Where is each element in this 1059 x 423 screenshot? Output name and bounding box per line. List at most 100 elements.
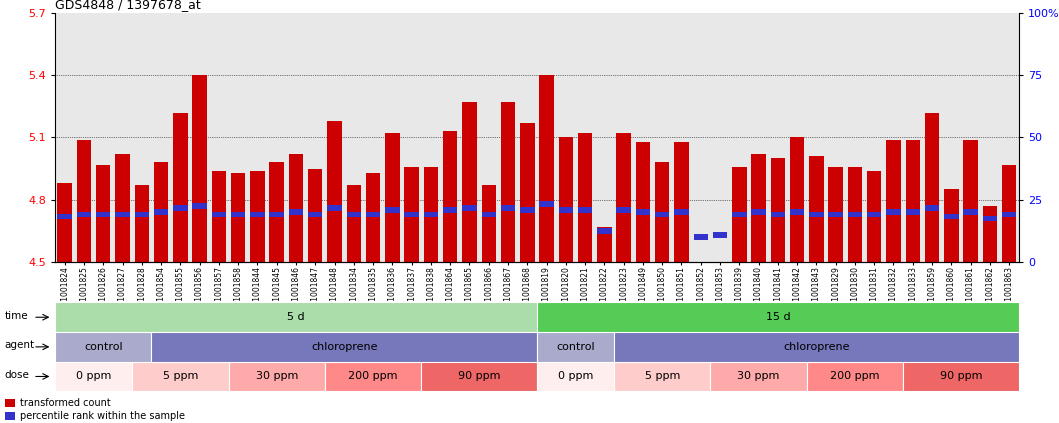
Text: percentile rank within the sample: percentile rank within the sample	[20, 411, 185, 421]
Bar	[578, 207, 592, 213]
Bar	[193, 75, 207, 262]
Bar	[675, 209, 688, 215]
Bar	[385, 133, 399, 262]
Bar	[346, 185, 361, 262]
Bar	[614, 332, 1019, 362]
Bar	[76, 212, 91, 217]
Bar	[616, 207, 631, 213]
Bar	[327, 205, 342, 211]
Bar	[713, 262, 728, 269]
Bar	[520, 123, 535, 262]
Bar	[616, 133, 631, 262]
Bar	[365, 173, 380, 262]
Bar	[421, 362, 537, 391]
Bar	[732, 167, 747, 262]
Bar	[964, 209, 977, 215]
Bar	[289, 209, 303, 215]
Bar	[231, 173, 246, 262]
Bar	[809, 156, 824, 262]
Bar	[597, 227, 612, 262]
Bar	[154, 162, 168, 262]
Text: transformed count: transformed count	[20, 398, 111, 408]
Bar	[771, 158, 785, 262]
Bar	[558, 137, 573, 262]
Bar	[289, 154, 303, 262]
Bar	[1002, 212, 1017, 217]
Text: 5 ppm: 5 ppm	[163, 371, 198, 382]
Bar	[132, 362, 229, 391]
Bar	[424, 212, 438, 217]
Bar	[539, 75, 554, 262]
Bar	[443, 207, 457, 213]
Bar	[809, 212, 824, 217]
Bar	[269, 162, 284, 262]
Bar	[886, 209, 901, 215]
Bar	[229, 362, 325, 391]
Bar	[385, 207, 399, 213]
Bar	[713, 232, 728, 238]
Bar	[327, 121, 342, 262]
Text: agent: agent	[4, 341, 35, 350]
Bar	[443, 131, 457, 262]
Bar	[558, 207, 573, 213]
Bar	[346, 212, 361, 217]
Text: GDS4848 / 1397678_at: GDS4848 / 1397678_at	[55, 0, 201, 11]
Bar	[501, 102, 516, 262]
Text: control: control	[84, 342, 123, 352]
Text: 30 ppm: 30 ppm	[737, 371, 779, 382]
Bar	[520, 207, 535, 213]
Bar	[903, 362, 1019, 391]
Bar	[925, 205, 939, 211]
Bar	[905, 209, 920, 215]
Bar	[537, 332, 614, 362]
Bar	[751, 154, 766, 262]
Bar	[654, 212, 669, 217]
Bar	[55, 362, 132, 391]
Bar	[694, 262, 708, 275]
Bar	[790, 137, 805, 262]
Bar	[807, 362, 903, 391]
Bar	[134, 212, 149, 217]
Bar	[925, 113, 939, 262]
Text: 0 ppm: 0 ppm	[558, 371, 593, 382]
Bar	[828, 167, 843, 262]
Text: 5 d: 5 d	[287, 312, 305, 322]
Bar	[462, 102, 477, 262]
Text: dose: dose	[4, 370, 30, 380]
Bar	[250, 171, 265, 262]
Bar	[269, 212, 284, 217]
Bar	[308, 169, 323, 262]
Text: 90 ppm: 90 ppm	[457, 371, 500, 382]
Bar	[5, 412, 15, 420]
Bar	[55, 302, 537, 332]
Bar	[76, 140, 91, 262]
Bar	[5, 399, 15, 407]
Bar	[635, 142, 650, 262]
Bar	[675, 142, 688, 262]
Bar	[654, 162, 669, 262]
Text: control: control	[556, 342, 595, 352]
Text: 30 ppm: 30 ppm	[255, 371, 298, 382]
Bar	[983, 206, 998, 262]
Bar	[212, 171, 227, 262]
Bar	[983, 216, 998, 222]
Bar	[537, 302, 1019, 332]
Bar	[1002, 165, 1017, 262]
Bar	[635, 209, 650, 215]
Bar	[771, 212, 785, 217]
Bar	[867, 171, 881, 262]
Bar	[847, 167, 862, 262]
Bar	[424, 167, 438, 262]
Bar	[193, 203, 207, 209]
Bar	[944, 214, 958, 220]
Bar	[964, 140, 977, 262]
Bar	[405, 167, 419, 262]
Bar	[886, 140, 901, 262]
Bar	[212, 212, 227, 217]
Text: 0 ppm: 0 ppm	[76, 371, 111, 382]
Bar	[325, 362, 421, 391]
Text: chloroprene: chloroprene	[311, 342, 377, 352]
Bar	[231, 212, 246, 217]
Bar	[751, 209, 766, 215]
Bar	[711, 362, 807, 391]
